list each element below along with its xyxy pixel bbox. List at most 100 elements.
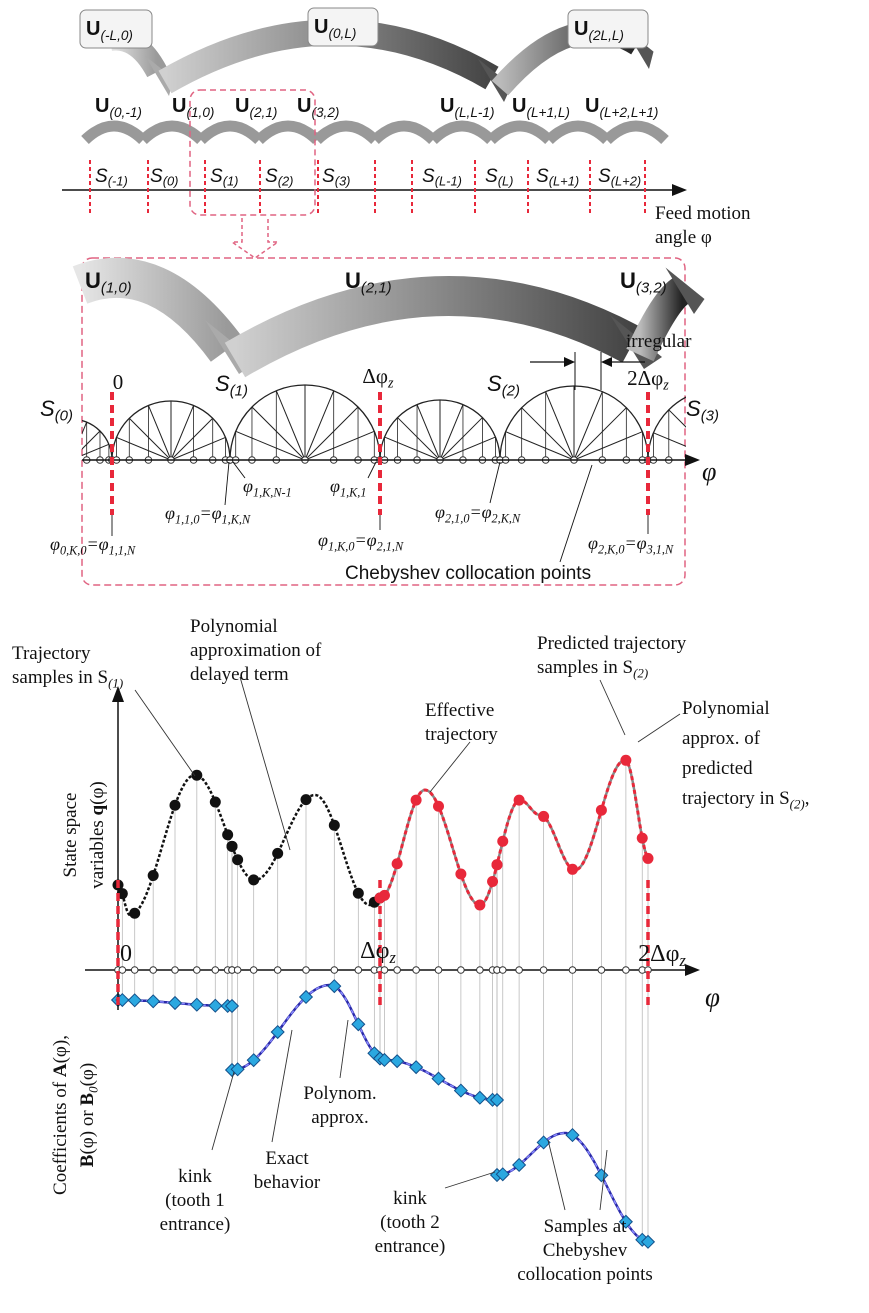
point-label: φ2,1,0=φ2,K,N bbox=[435, 502, 521, 525]
trajectory-sample bbox=[636, 832, 648, 844]
operator-arrow-small bbox=[255, 120, 321, 145]
coefficient-sample bbox=[189, 997, 204, 1012]
coefficient-sample bbox=[127, 993, 142, 1008]
annotation: kink bbox=[393, 1188, 427, 1209]
label-part: U bbox=[85, 268, 101, 293]
interval-label: S(L-1) bbox=[422, 166, 462, 189]
annotation: trajectory bbox=[425, 724, 498, 745]
trajectory-sample bbox=[272, 847, 284, 859]
operator-label: U(L+1,L) bbox=[512, 95, 570, 119]
coefficient-sample bbox=[327, 979, 342, 994]
label-part: Δφ bbox=[362, 364, 388, 388]
tick-label: 2Δφz bbox=[627, 366, 669, 394]
label-subscript: (3,2) bbox=[311, 105, 339, 120]
interval-label: S(3) bbox=[322, 166, 350, 189]
label-part: trajectory bbox=[425, 724, 498, 745]
axis-node bbox=[568, 966, 577, 974]
coefficient-sample bbox=[594, 1168, 609, 1183]
annotation: Trajectory bbox=[12, 643, 91, 664]
label-subscript: (1) bbox=[223, 174, 239, 189]
label-subscript: (2) bbox=[278, 174, 294, 189]
trajectory-sample bbox=[455, 868, 467, 880]
operator-arrow-small bbox=[197, 120, 263, 145]
operator-label: U(1,0) bbox=[85, 268, 132, 297]
label-part: U bbox=[235, 95, 249, 117]
annotation: Polynom. bbox=[303, 1083, 376, 1104]
axis-node bbox=[149, 966, 157, 974]
coefficient-sample bbox=[472, 1090, 487, 1105]
interval-arc bbox=[82, 419, 113, 461]
axis-label: φ bbox=[705, 982, 720, 1012]
leader-line bbox=[224, 461, 230, 506]
coefficient-sample bbox=[298, 989, 314, 1005]
trajectory-sample bbox=[222, 829, 234, 841]
interval-label: S(2) bbox=[265, 166, 293, 189]
arc-spoke bbox=[439, 417, 483, 461]
label-part: U bbox=[172, 95, 186, 117]
label-part: (φ), bbox=[50, 1035, 71, 1063]
label-part: S bbox=[40, 396, 55, 421]
label-part: behavior bbox=[254, 1172, 321, 1193]
label-subscript: (2) bbox=[633, 666, 648, 681]
interval-label: S(-1) bbox=[95, 166, 128, 189]
annotation: Exact bbox=[265, 1148, 309, 1169]
label-part: U bbox=[314, 16, 328, 38]
coefficient-sample bbox=[640, 1234, 656, 1249]
label-subscript: 3,1,N bbox=[646, 542, 674, 556]
annotation: approx. bbox=[311, 1107, 369, 1128]
arrow-head bbox=[564, 357, 575, 367]
label-part: 0 bbox=[113, 370, 124, 394]
annotation: behavior bbox=[254, 1172, 321, 1193]
interval-label: S(0) bbox=[40, 396, 73, 425]
label-part: S bbox=[422, 166, 435, 187]
axis-arrow bbox=[685, 454, 700, 466]
annotation: approximation of bbox=[190, 640, 322, 661]
label-part: B bbox=[77, 1154, 98, 1167]
point-label: φ1,K,N-1 bbox=[243, 476, 292, 499]
label-part: (φ) or bbox=[77, 1106, 98, 1155]
operator-arrow-small bbox=[139, 120, 205, 145]
trajectory-delayed bbox=[117, 773, 381, 917]
label-part: 0 bbox=[120, 941, 132, 967]
label-part: kink bbox=[393, 1188, 427, 1209]
axis-node bbox=[393, 966, 401, 974]
axis-node bbox=[498, 966, 507, 974]
arc-spoke bbox=[719, 433, 785, 460]
label-part: samples in bbox=[12, 667, 98, 688]
arc-spoke bbox=[505, 431, 575, 461]
label-subscript: (0,L) bbox=[328, 26, 356, 41]
label-part: Chebyshev collocation points bbox=[345, 563, 591, 584]
operator-arrow-small bbox=[371, 120, 437, 145]
label-part: φ bbox=[705, 982, 720, 1012]
arc-spoke bbox=[128, 417, 172, 461]
operator-arrow bbox=[224, 276, 642, 378]
operator-arrow bbox=[626, 277, 691, 362]
axis-node bbox=[597, 966, 606, 974]
axis-node bbox=[233, 966, 242, 974]
operator-arrow-small bbox=[487, 120, 553, 145]
coefficient-sample bbox=[536, 1135, 551, 1150]
operator-label: U(2,1) bbox=[345, 268, 392, 297]
label-part: entrance) bbox=[375, 1236, 446, 1257]
trajectory-sample bbox=[474, 899, 486, 911]
y-axis-label: State space bbox=[60, 793, 81, 878]
arc-spoke bbox=[304, 430, 375, 461]
label-part: State space bbox=[60, 793, 81, 878]
label-subscript: (3) bbox=[335, 174, 351, 189]
axis-node bbox=[622, 966, 630, 974]
leader-line bbox=[559, 464, 593, 563]
leader-line bbox=[211, 1071, 235, 1151]
axis-node bbox=[249, 966, 258, 974]
label-subscript: 1,K,N-1 bbox=[253, 485, 292, 499]
arc-spoke bbox=[304, 406, 359, 461]
label-part: φ bbox=[435, 502, 445, 522]
annotation: Polynomial bbox=[190, 616, 278, 637]
operator-label: U(-L,0) bbox=[86, 18, 133, 42]
arc-spoke bbox=[384, 436, 441, 461]
label-part: S bbox=[265, 166, 278, 187]
label-subscript: (2L,L) bbox=[588, 28, 624, 43]
label-part: S bbox=[779, 788, 790, 809]
coefficient-sample bbox=[431, 1071, 446, 1086]
label-subscript: (1) bbox=[108, 676, 123, 691]
annotation: Effective bbox=[425, 700, 494, 721]
